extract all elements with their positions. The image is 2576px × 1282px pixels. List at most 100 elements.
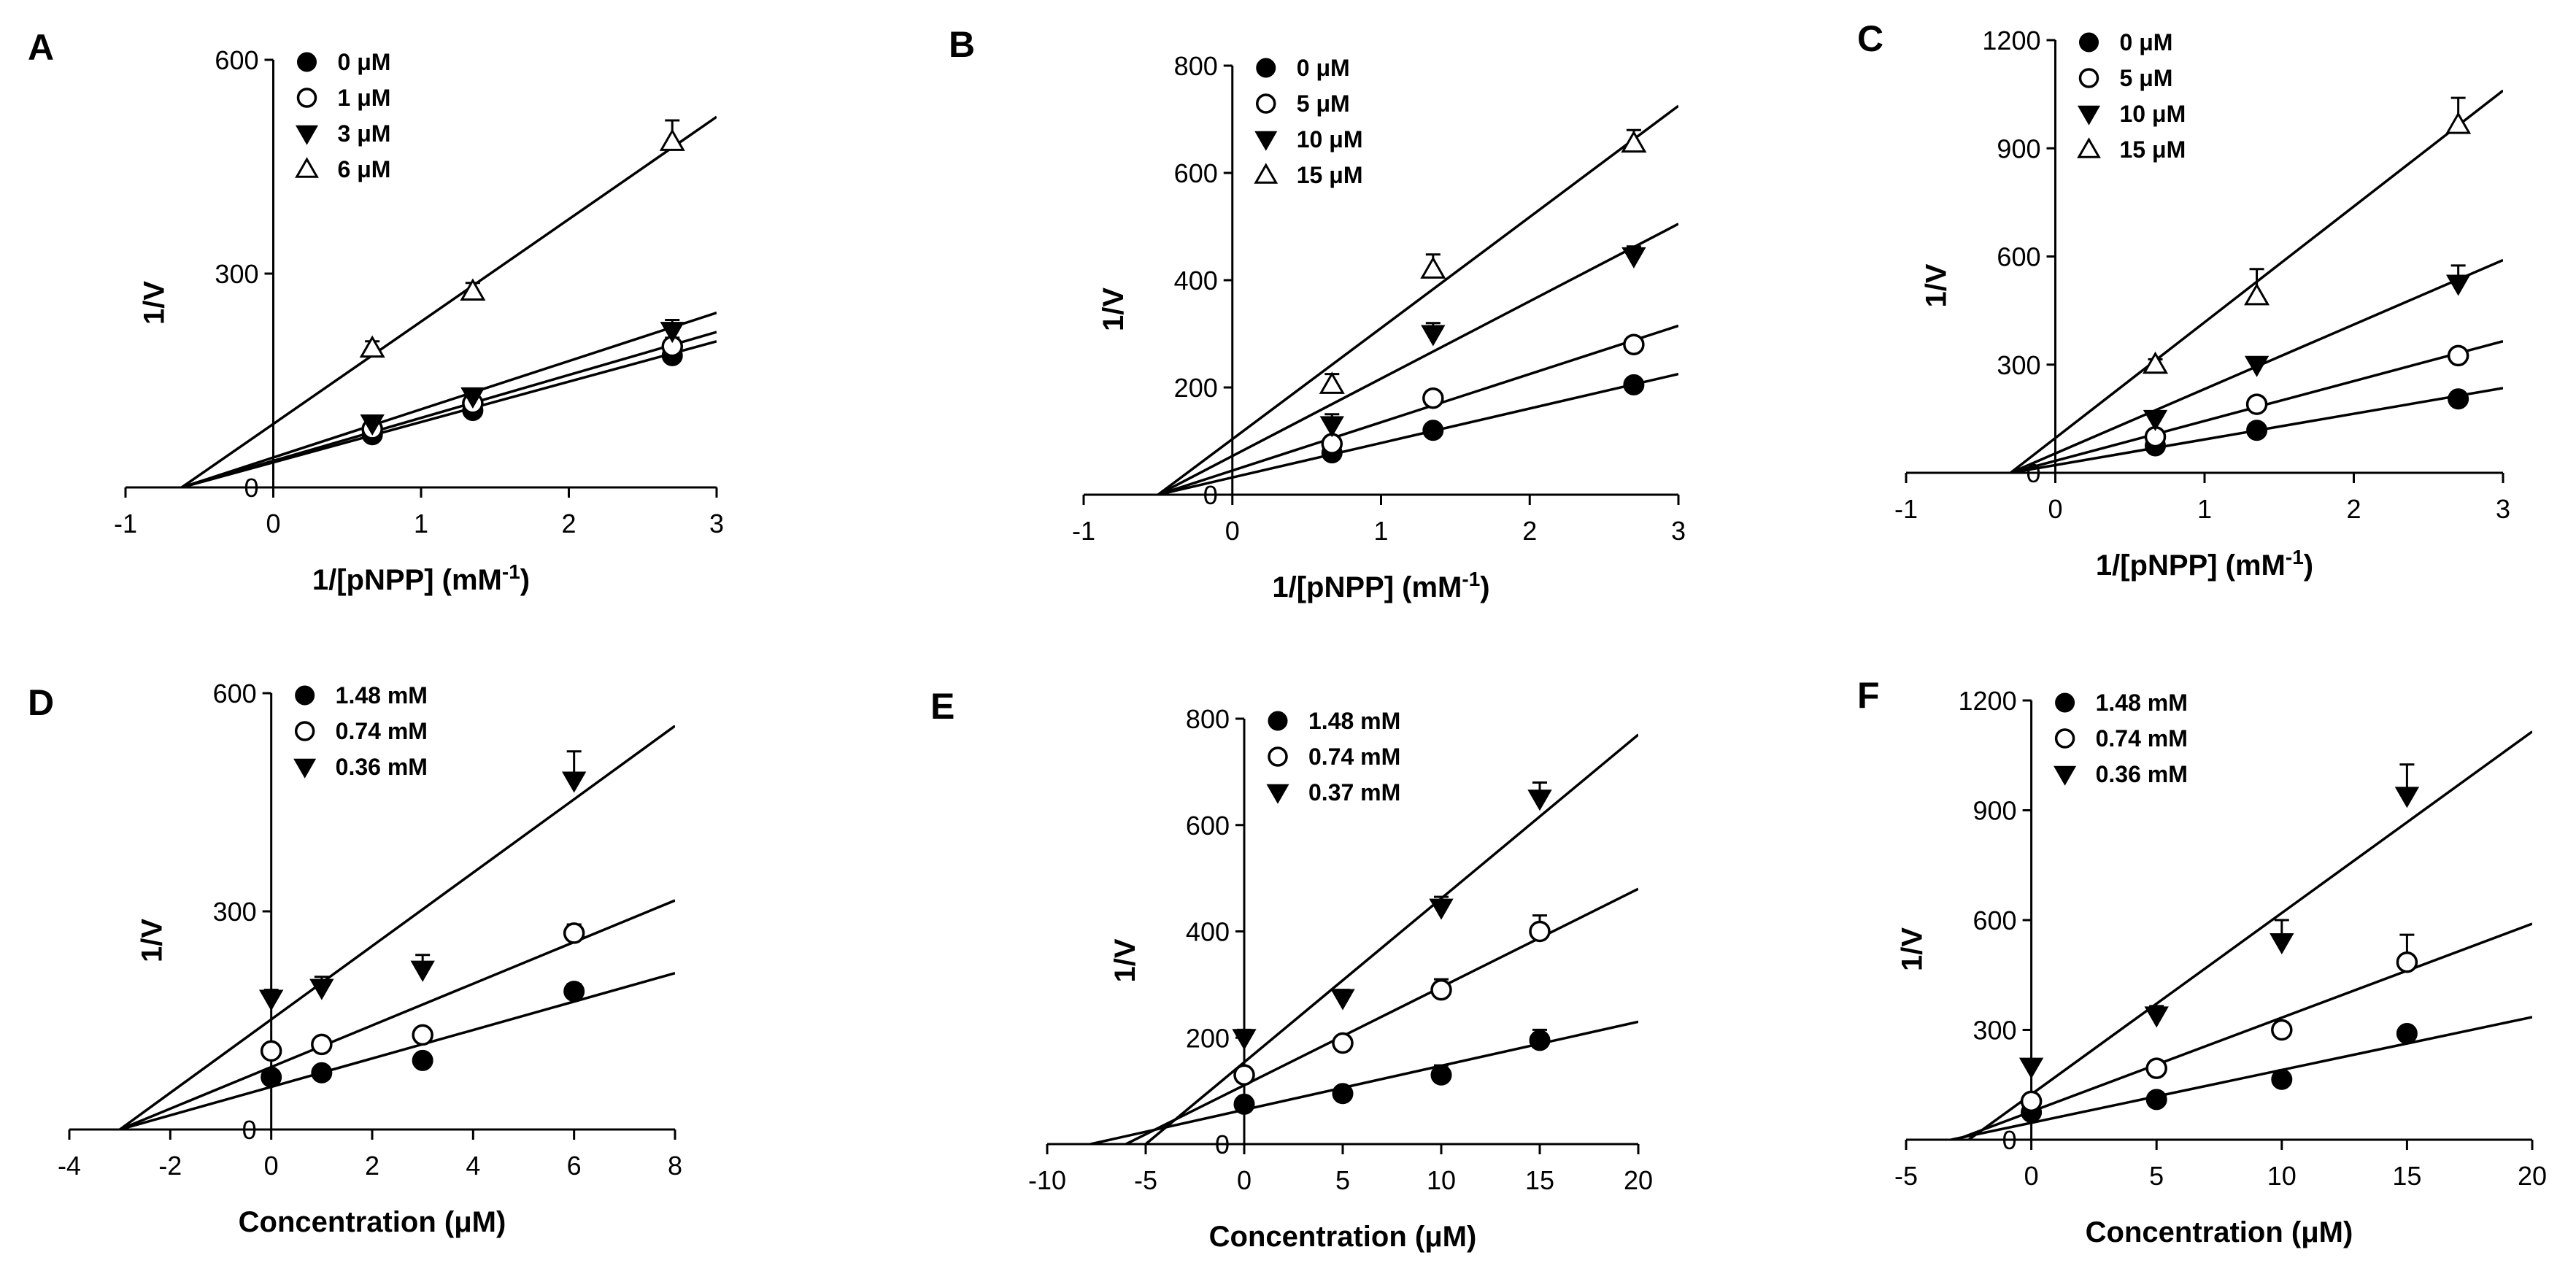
data-point xyxy=(260,1040,282,1062)
x-tick-label: 0 xyxy=(264,1151,279,1181)
data-point xyxy=(2270,933,2294,955)
fit-line xyxy=(1157,223,1678,495)
legend-marker xyxy=(1268,711,1288,731)
data-point xyxy=(1421,325,1446,347)
y-axis-title: 1/V xyxy=(1921,263,1953,307)
panel-e: E-10 -5 0 5 10 15 200200400600800Concentration… xyxy=(930,686,1653,1253)
x-tick-label: 2 xyxy=(365,1151,379,1181)
data-point xyxy=(311,1062,333,1084)
x-axis-title: Concentration (μM) xyxy=(1209,1221,1477,1253)
legend-label: 1 μM xyxy=(338,85,391,111)
data-point xyxy=(2246,420,2268,441)
y-tick-label: 900 xyxy=(1997,134,2040,163)
data-point xyxy=(561,771,587,793)
data-point xyxy=(1621,247,1646,269)
data-point xyxy=(563,922,585,944)
y-tick-label: 400 xyxy=(1186,917,1230,947)
data-point xyxy=(1623,333,1645,355)
legend-label: 15 μM xyxy=(2120,136,2186,163)
x-tick-label: -1 xyxy=(1072,516,1095,546)
data-point xyxy=(2245,393,2268,415)
data-point xyxy=(412,1049,433,1071)
legend-label: 10 μM xyxy=(2120,101,2186,127)
legend-label: 0 μM xyxy=(338,49,391,75)
fit-line xyxy=(1967,730,2532,1140)
data-point xyxy=(1233,1064,1255,1086)
data-point xyxy=(2396,1023,2418,1045)
x-tick-label: -1 xyxy=(1894,494,1918,524)
y-tick-label: 300 xyxy=(1973,1016,2017,1046)
legend-marker xyxy=(1254,131,1278,151)
data-point xyxy=(410,960,435,982)
fit-line xyxy=(181,331,717,487)
x-tick-label: 5 xyxy=(2149,1161,2164,1191)
y-tick-label: 0 xyxy=(2002,1125,2017,1155)
data-point xyxy=(2244,355,2270,377)
y-tick-label: 300 xyxy=(1997,350,2040,380)
data-point xyxy=(2143,409,2168,431)
y-tick-label: 1200 xyxy=(1959,686,2017,716)
legend-marker xyxy=(2079,32,2099,53)
y-tick-label: 1200 xyxy=(1982,26,2040,55)
legend-label: 6 μM xyxy=(338,156,391,182)
y-tick-label: 600 xyxy=(215,45,258,75)
y-tick-label: 0 xyxy=(1215,1130,1230,1159)
panel-letter: D xyxy=(28,682,54,723)
y-axis-title: 1/V xyxy=(1109,938,1141,982)
data-point xyxy=(309,978,334,1000)
legend-marker xyxy=(295,685,315,706)
data-point xyxy=(261,1066,282,1088)
fit-line xyxy=(180,115,717,487)
legend-marker xyxy=(295,157,319,178)
x-axis-title: 1/[pNPP] (mM-1) xyxy=(1272,568,1489,604)
data-point xyxy=(1429,898,1454,920)
legend-label: 3 μM xyxy=(338,120,391,147)
data-point xyxy=(2145,1057,2167,1079)
y-tick-label: 300 xyxy=(215,259,258,289)
y-axis-title: 1/V xyxy=(136,919,169,962)
data-point xyxy=(2445,112,2472,134)
legend-marker xyxy=(1256,93,1276,114)
legend-label: 10 μM xyxy=(1297,126,1363,152)
fit-line xyxy=(1956,922,2532,1140)
x-tick-label: -2 xyxy=(158,1151,182,1181)
x-tick-label: -5 xyxy=(1134,1165,1157,1195)
data-point xyxy=(1319,371,1345,394)
x-tick-label: 1 xyxy=(1373,516,1388,546)
fit-line xyxy=(119,725,675,1130)
data-point xyxy=(1319,416,1344,438)
y-axis-title: 1/V xyxy=(1897,927,1929,971)
legend-label: 1.48 mM xyxy=(336,682,428,708)
data-point xyxy=(1621,130,1647,153)
y-tick-label: 600 xyxy=(1973,905,2017,935)
data-point xyxy=(1527,789,1552,811)
y-tick-label: 0 xyxy=(244,473,258,503)
y-tick-label: 600 xyxy=(1186,811,1230,841)
fit-line xyxy=(1157,324,1678,495)
y-tick-label: 600 xyxy=(213,679,257,708)
x-axis-title: 1/[pNPP] (mM-1) xyxy=(312,560,530,597)
legend-label: 0 μM xyxy=(1297,55,1350,81)
legend-marker xyxy=(1266,784,1289,804)
fit-line xyxy=(1157,372,1678,495)
fit-line xyxy=(1144,733,1638,1144)
x-tick-label: 0 xyxy=(2024,1161,2039,1191)
x-tick-label: 0 xyxy=(266,509,280,538)
x-tick-label: 6 xyxy=(567,1151,582,1181)
x-tick-label: 0 xyxy=(2048,494,2062,524)
y-axis-title: 1/V xyxy=(139,281,171,325)
x-tick-label: 1 xyxy=(2197,494,2212,524)
legend-marker xyxy=(296,88,317,108)
y-tick-label: 0 xyxy=(1203,480,1218,510)
legend-label: 5 μM xyxy=(1297,90,1350,117)
x-tick-label: 20 xyxy=(1624,1165,1653,1195)
x-tick-label: 0 xyxy=(1237,1165,1252,1195)
x-tick-label: 10 xyxy=(1427,1165,1456,1195)
panel-b: B -1 0 1 2 3 0 200 400 600 800 1/[pNPP] (mM-1) 1/V 0 … xyxy=(949,24,1686,603)
x-tick-label: 2 xyxy=(561,509,576,538)
data-point xyxy=(1232,1029,1257,1051)
legend-marker xyxy=(294,721,315,741)
legend-marker xyxy=(2078,68,2099,88)
